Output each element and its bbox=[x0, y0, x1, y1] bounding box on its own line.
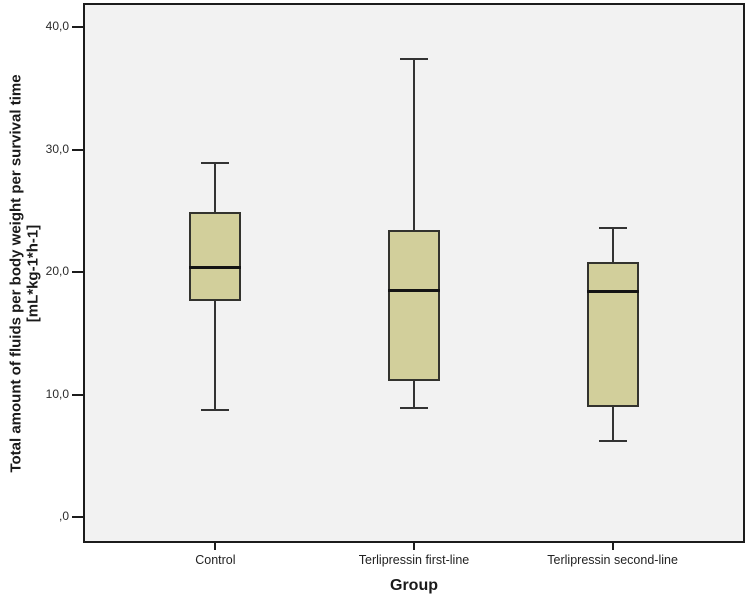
iqr-box bbox=[388, 230, 440, 382]
y-tick-mark bbox=[72, 516, 83, 518]
y-tick-label: 20,0 bbox=[45, 264, 69, 278]
whisker-cap-top bbox=[400, 57, 428, 60]
y-tick-label: ,0 bbox=[58, 509, 69, 523]
median-line bbox=[189, 265, 242, 269]
y-tick-mark bbox=[72, 271, 83, 273]
x-tick-mark bbox=[611, 543, 614, 550]
median-line bbox=[586, 290, 639, 294]
iqr-box bbox=[586, 262, 639, 407]
whisker-cap-bottom bbox=[400, 406, 428, 409]
x-category-label: Control bbox=[195, 553, 236, 567]
median-line bbox=[388, 288, 440, 292]
x-tick-mark bbox=[214, 543, 217, 550]
x-category-label: Terlipressin second-line bbox=[547, 553, 678, 567]
y-tick-label: 10,0 bbox=[45, 386, 69, 401]
whisker-cap-top bbox=[201, 161, 230, 164]
y-tick-mark bbox=[72, 26, 83, 28]
x-category-label: Terlipressin first-line bbox=[358, 553, 470, 567]
y-tick-label: 40,0 bbox=[45, 19, 69, 33]
y-tick-mark bbox=[72, 393, 83, 396]
y-tick-mark bbox=[72, 148, 83, 151]
iqr-box bbox=[189, 211, 242, 302]
y-tick-label: 30,0 bbox=[45, 141, 69, 156]
whisker-cap-top bbox=[598, 226, 627, 229]
whisker-cap-bottom bbox=[598, 440, 627, 443]
x-axis-title: Group bbox=[390, 577, 438, 594]
x-tick-mark bbox=[413, 543, 415, 550]
whisker-cap-bottom bbox=[201, 409, 230, 412]
